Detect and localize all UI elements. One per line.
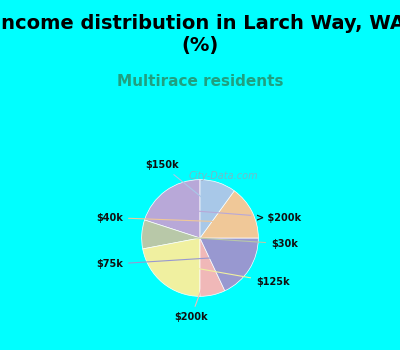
Wedge shape <box>200 238 225 296</box>
Wedge shape <box>200 238 258 291</box>
Text: $150k: $150k <box>145 160 209 203</box>
Text: Multirace residents: Multirace residents <box>117 74 283 89</box>
Wedge shape <box>144 180 200 238</box>
Text: City-Data.com: City-Data.com <box>189 171 258 181</box>
Wedge shape <box>142 220 200 249</box>
Wedge shape <box>200 180 234 238</box>
Text: $125k: $125k <box>180 265 290 287</box>
Wedge shape <box>143 238 200 296</box>
Text: > $200k: > $200k <box>182 210 301 223</box>
Wedge shape <box>200 191 258 238</box>
Text: $75k: $75k <box>96 257 227 269</box>
Text: Income distribution in Larch Way, WA
(%): Income distribution in Larch Way, WA (%) <box>0 14 400 55</box>
Text: $200k: $200k <box>174 275 208 322</box>
Text: $40k: $40k <box>96 212 228 223</box>
Text: $30k: $30k <box>168 236 298 249</box>
